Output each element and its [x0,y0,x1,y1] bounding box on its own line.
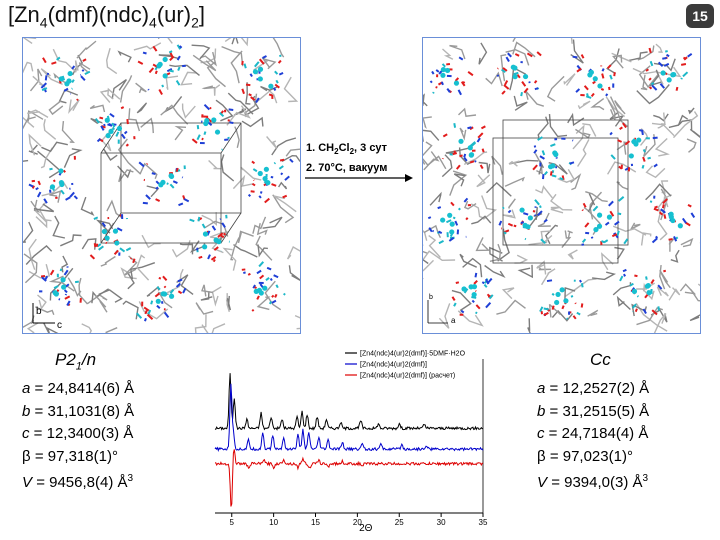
axis-label-a: a [451,316,456,325]
structure-image-right [423,38,700,333]
series-line-2 [214,383,484,452]
space-group-right: Cc [590,350,611,369]
x-tick-label: 30 [437,518,446,527]
page-number-badge: 15 [686,4,714,28]
x-tick-label: 35 [479,518,488,527]
transformation-arrow-icon [305,174,413,182]
space-group-left: P21/n [55,350,97,373]
transformation-conditions: 1. CH2Cl2, 3 сут 2. 70°C, вакуум [306,140,387,176]
series-line-1 [214,373,484,432]
crystal-structure-right: b a [422,37,701,334]
x-tick-label: 25 [395,518,404,527]
condition-step-1: 1. CH2Cl2, 3 сут [306,142,388,157]
series-line-3 [214,449,483,507]
axis-label-b: b [36,306,42,317]
crystal-structure-left: b c [22,37,301,334]
legend-entry-2: [Zn4(ndc)4(ur)2(dmf)] [360,362,427,369]
x-tick-label: 10 [269,518,278,527]
structure-image-left [23,38,300,333]
x-axis-label: 2Θ [359,523,373,534]
cell-parameters-right: a = 12,2527(2) Å b = 31,2515(5) Å c = 24… [537,380,650,491]
condition-step-2: 2. 70°C, вакуум [306,162,388,175]
axis-label-c: c [57,320,62,331]
slide-title: [Zn4(dmf)(ndc)4(ur)2] [8,2,205,31]
cell-parameters-left: a = 24,8414(6) Å b = 31,1031(8) Å c = 12… [22,380,135,491]
legend-entry-3: [Zn4(ndc)4(ur)2(dmf)] (расчет) [360,373,455,380]
pxrd-chart: 5 10 15 20 25 30 35 2Θ [Zn4(ndc)4(ur)2(dmf)]·5DM… [214,351,488,534]
x-tick-label: 5 [230,518,235,527]
axis-label-b: b [429,294,433,301]
x-tick-label: 15 [311,518,320,527]
x-tick-label: 20 [353,518,362,527]
legend-entry-1: [Zn4(ndc)4(ur)2(dmf)]·5DMF·H2O [360,351,466,358]
